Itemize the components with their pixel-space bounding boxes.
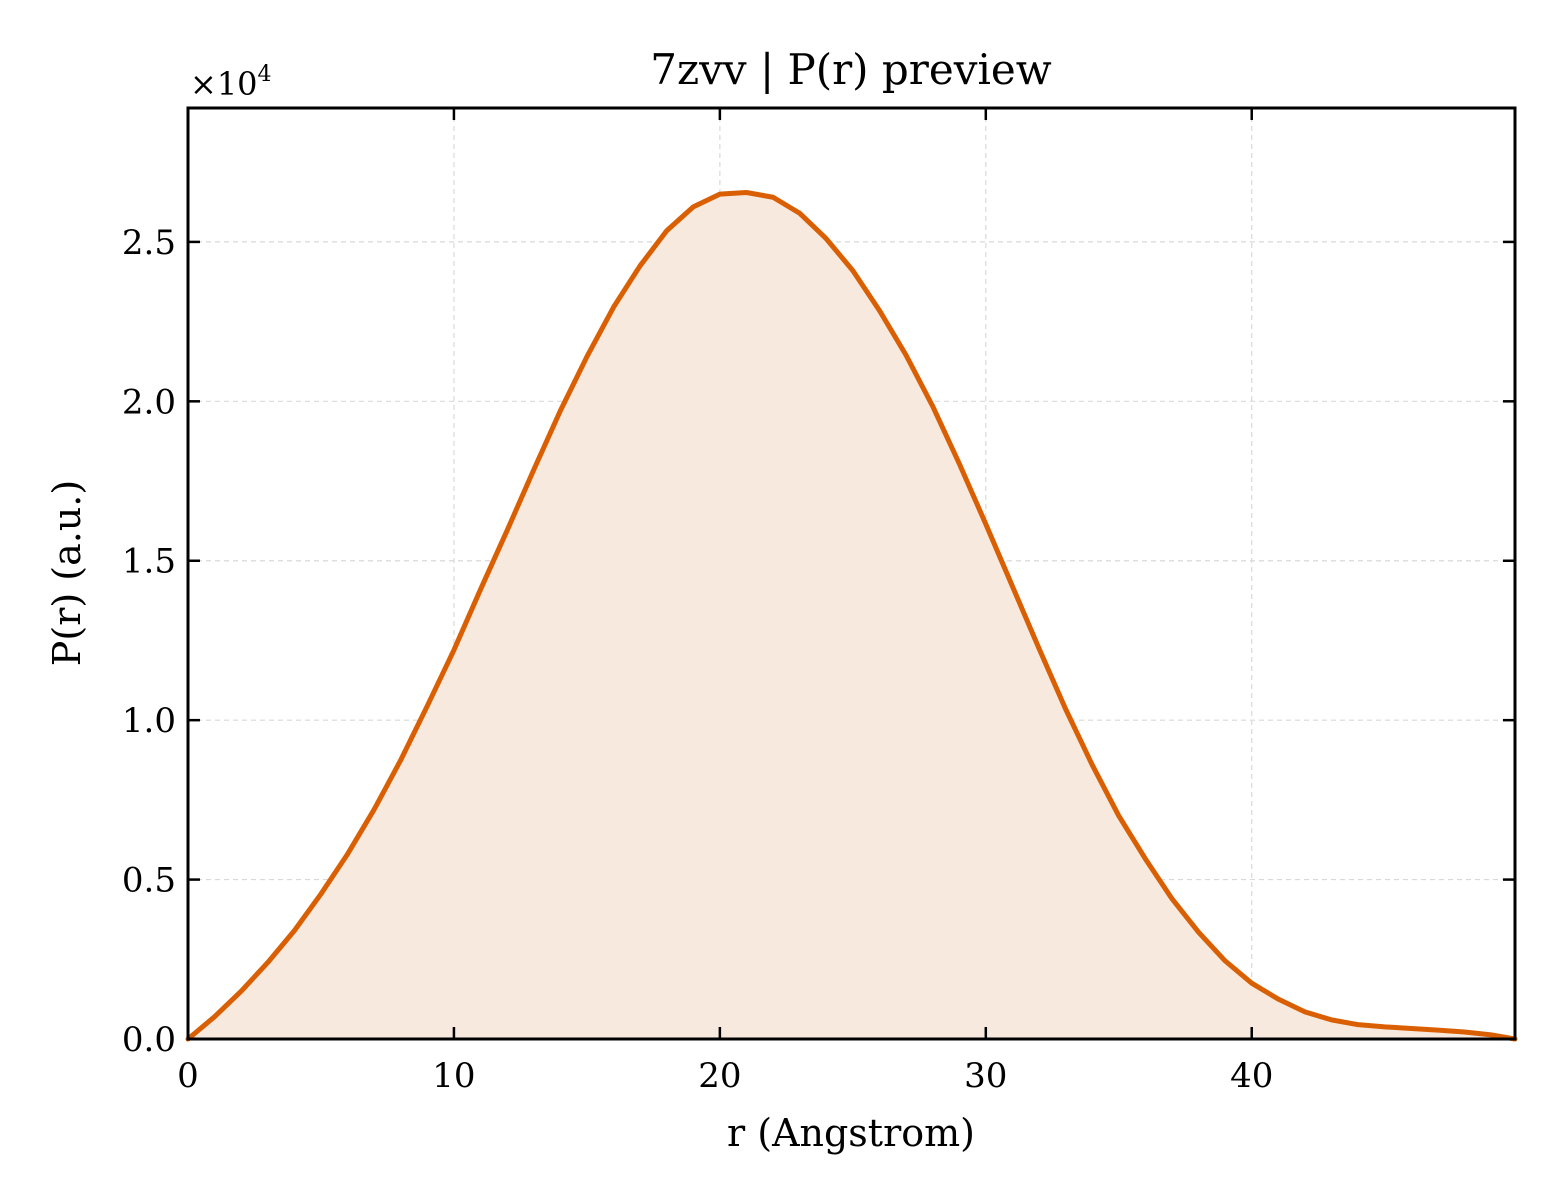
plot-frame [186,106,1517,1041]
chart-title: 7zvv | P(r) preview [650,45,1051,94]
y-axis-label: P(r) (a.u.) [45,480,89,666]
series-layer [185,189,1518,1042]
y-axis-scale-base: ×10 [190,65,258,103]
y-tick-label: 1.5 [122,542,176,582]
x-tick-label: 30 [964,1056,1007,1096]
x-tick-label: 40 [1230,1056,1273,1096]
series-area-fill [188,192,1515,1040]
y-tick-label: 0.5 [122,861,176,901]
y-tick-label: 2.0 [122,382,176,422]
series-line [185,189,1518,1042]
y-tick-label: 0.0 [122,1020,176,1060]
x-tick-label: 20 [698,1056,741,1096]
x-tick-label: 10 [432,1056,475,1096]
y-tick-label: 2.5 [122,223,176,263]
y-axis-scale-factor: ×104 [190,62,272,103]
y-axis-scale-exponent: 4 [258,62,272,87]
x-axis-label: r (Angstrom) [727,1111,975,1155]
y-tick-label: 1.0 [122,701,176,741]
ticks-layer: 0 10 20 30 40 0.0 0.5 1.0 1.5 2.0 2.5 [122,108,1515,1096]
x-tick-label: 0 [177,1056,199,1096]
